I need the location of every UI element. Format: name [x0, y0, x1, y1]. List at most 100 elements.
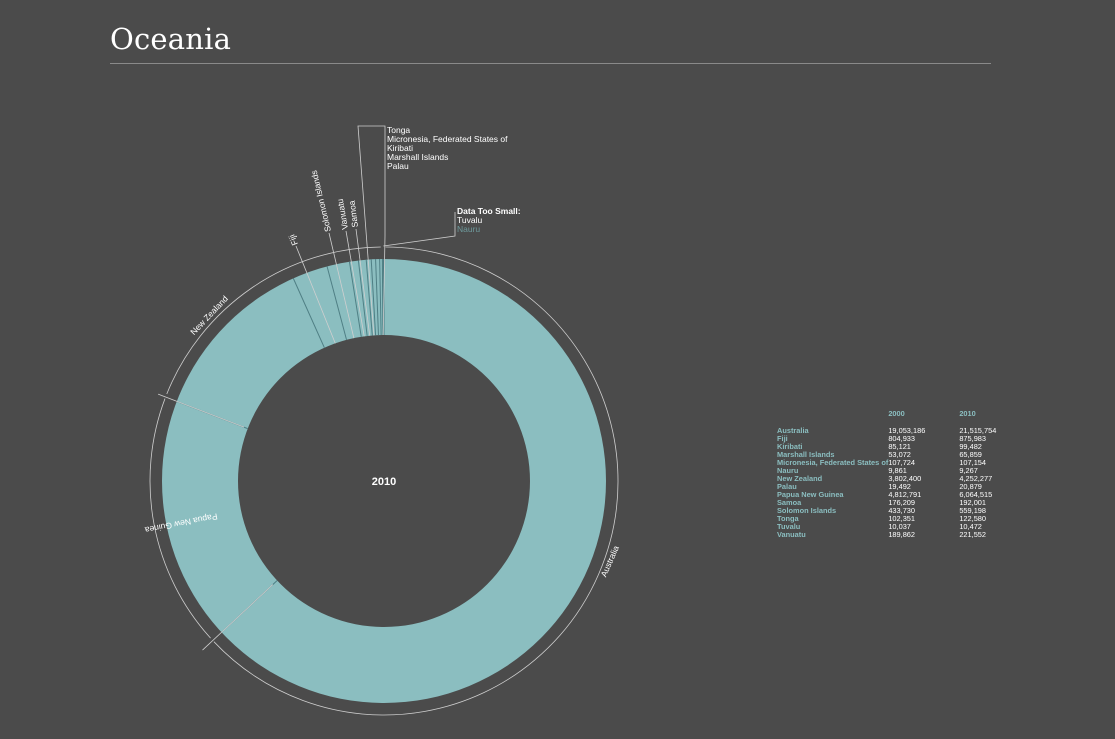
table-cell-2010: 559,198: [959, 506, 987, 515]
small-group-label: Palau: [387, 161, 409, 171]
table-cell-2000: 176,209: [888, 498, 916, 507]
small-group-label: Marshall Islands: [387, 152, 448, 162]
outer-arc-papua-new-guinea: [149, 398, 211, 639]
table-header-row: 2000 2010: [777, 410, 996, 427]
table-cell-2010: 221,552: [959, 530, 987, 539]
table-cell-2000: 102,351: [888, 514, 916, 523]
table-cell-2010: 192,001: [959, 498, 987, 507]
table-cell-2010: 875,983: [959, 434, 987, 443]
table-cell-2010: 9,267: [959, 466, 978, 475]
table-cell-2000: 107,724: [888, 458, 916, 467]
leader-solomon-islands: [328, 232, 355, 339]
table-cell-2010: 65,859: [959, 450, 982, 459]
table-cell-2000: 10,037: [888, 522, 911, 531]
table-cell-country: Palau: [777, 482, 797, 491]
leader-small-group-bracket: [357, 125, 386, 336]
table-cell-2010: 99,482: [959, 442, 982, 451]
table-cell-country: Tuvalu: [777, 522, 801, 531]
slice-marshall-islands-divider: [379, 259, 382, 336]
small-group-label: Micronesia, Federated States of: [387, 134, 508, 144]
table-header-2010: 2010: [959, 409, 976, 418]
table-cell-country: Papua New Guinea: [777, 490, 844, 499]
small-group-label: Kiribati: [387, 143, 413, 153]
table-row: Tuvalu 10,037 10,472: [777, 523, 996, 531]
slice-palau-divider: [381, 259, 384, 336]
table-cell-country: Fiji: [777, 434, 788, 443]
data-too-small-label: Nauru: [457, 224, 480, 234]
outer-arc-new-zealand: [166, 246, 381, 395]
table-header-name: [777, 410, 888, 427]
leader-vanuatu: [345, 230, 365, 337]
table-cell-2010: 21,515,754: [959, 426, 997, 435]
slice-tonga-divider: [365, 259, 373, 336]
table-cell-2010: 122,580: [959, 514, 987, 523]
table-cell-country: Vanuatu: [777, 530, 806, 539]
title-divider: [110, 63, 991, 64]
slice-label-fiji: Fiji: [286, 233, 299, 247]
table-cell-country: Australia: [777, 426, 809, 435]
data-too-small-label: Tuvalu: [457, 215, 482, 225]
table-cell-2010: 107,154: [959, 458, 987, 467]
table-row: Fiji 804,933 875,983: [777, 435, 996, 443]
table-row: Marshall Islands 53,072 65,859: [777, 451, 996, 459]
table-row: New Zealand 3,802,400 4,252,277: [777, 475, 996, 483]
slice-micronesia-federated-states-of-divider: [370, 259, 377, 336]
outer-group-arcs: [149, 246, 619, 716]
table-cell-country: Samoa: [777, 498, 802, 507]
leader-samoa: [355, 228, 371, 336]
slice-samoa-divider: [357, 260, 368, 337]
table-cell-country: Kiribati: [777, 442, 803, 451]
small-group-label: Tonga: [387, 125, 410, 135]
table-cell-2010: 4,252,277: [959, 474, 993, 483]
table-cell-2000: 4,812,791: [888, 490, 922, 499]
table-cell-2000: 189,862: [888, 530, 916, 539]
donut-band: [162, 259, 606, 703]
table-row: Samoa 176,209 192,001: [777, 499, 996, 507]
table-cell-2000: 433,730: [888, 506, 916, 515]
table-cell-2000: 85,121: [888, 442, 911, 451]
table-cell-2000: 9,861: [888, 466, 907, 475]
table-row: Tonga 102,351 122,580: [777, 515, 996, 523]
center-year-label: 2010: [372, 476, 396, 488]
table-row: Nauru 9,861 9,267: [777, 467, 996, 475]
page-title: Oceania: [110, 22, 232, 56]
table-cell-country: Solomon Islands: [777, 506, 837, 515]
table-cell-2010: 10,472: [959, 522, 982, 531]
population-table: 2000 2010 Australia 19,053,186 21,515,754 F…: [777, 410, 996, 539]
slice-vanuatu-divider: [348, 261, 362, 337]
leader-new-zealand-start: [157, 393, 245, 428]
table-header-2000: 2000: [888, 409, 905, 418]
slice-solomon-islands-divider: [326, 266, 348, 341]
table-cell-2000: 19,053,186: [888, 426, 926, 435]
table-cell-2000: 804,933: [888, 434, 916, 443]
table-row: Kiribati 85,121 99,482: [777, 443, 996, 451]
table-row: Palau 19,492 20,879: [777, 483, 996, 491]
outer-arc-australia: [213, 246, 619, 716]
slice-fiji-divider: [292, 278, 325, 348]
leader-data-too-small: [383, 212, 456, 247]
table-cell-country: New Zealand: [777, 474, 823, 483]
table-cell-2000: 53,072: [888, 450, 911, 459]
slice-label-australia: Australia: [599, 544, 621, 579]
table-cell-2000: 3,802,400: [888, 474, 922, 483]
table-row: Australia 19,053,186 21,515,754: [777, 427, 996, 435]
leader-papua-new-guinea-start: [202, 584, 274, 651]
donut-slices: [162, 258, 606, 703]
leader-fiji: [295, 245, 336, 344]
table-cell-2010: 20,879: [959, 482, 982, 491]
table-cell-2000: 19,492: [888, 482, 911, 491]
table-cell-2010: 6,064,515: [959, 490, 993, 499]
table-cell-country: Marshall Islands: [777, 450, 835, 459]
table-row: Micronesia, Federated States of 107,724 10…: [777, 459, 996, 467]
slice-label-samoa: Samoa: [347, 200, 360, 228]
table-cell-country: Nauru: [777, 466, 799, 475]
slice-kiribati-divider: [375, 259, 379, 336]
table-row: Solomon Islands 433,730 559,198: [777, 507, 996, 515]
table-cell-country: Micronesia, Federated States of: [777, 458, 889, 467]
data-too-small-heading: Data Too Small:: [457, 206, 521, 216]
table-cell-country: Tonga: [777, 514, 799, 523]
table-row: Papua New Guinea 4,812,791 6,064,515: [777, 491, 996, 499]
table-row: Vanuatu 189,862 221,552: [777, 531, 996, 539]
label-leader-lines: [157, 125, 456, 651]
